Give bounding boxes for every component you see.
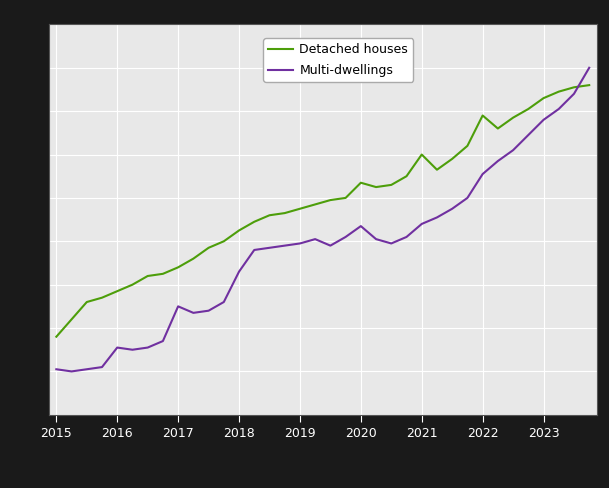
Multi-dwellings	[311, 236, 319, 242]
Detached houses	[479, 113, 486, 119]
Detached houses	[357, 180, 364, 185]
Detached houses	[174, 264, 181, 270]
Detached houses	[52, 334, 60, 340]
Multi-dwellings	[220, 299, 227, 305]
Multi-dwellings	[372, 236, 379, 242]
Detached houses	[296, 206, 303, 212]
Multi-dwellings	[235, 269, 242, 275]
Detached houses	[494, 125, 501, 131]
Line: Detached houses: Detached houses	[56, 85, 589, 337]
Detached houses	[159, 271, 166, 277]
Detached houses	[68, 316, 75, 322]
Multi-dwellings	[189, 310, 197, 316]
Multi-dwellings	[585, 65, 593, 71]
Detached houses	[448, 156, 456, 162]
Detached houses	[540, 95, 547, 101]
Multi-dwellings	[509, 147, 516, 153]
Detached houses	[326, 197, 334, 203]
Detached houses	[509, 115, 516, 121]
Detached houses	[524, 106, 532, 112]
Detached houses	[418, 152, 425, 158]
Multi-dwellings	[524, 132, 532, 138]
Multi-dwellings	[479, 171, 486, 177]
Multi-dwellings	[68, 368, 75, 374]
Detached houses	[98, 295, 106, 301]
Multi-dwellings	[403, 234, 410, 240]
Detached houses	[205, 245, 212, 251]
Detached houses	[113, 288, 121, 294]
Detached houses	[342, 195, 349, 201]
Multi-dwellings	[326, 243, 334, 248]
Detached houses	[387, 182, 395, 188]
Detached houses	[372, 184, 379, 190]
Detached houses	[220, 238, 227, 244]
Detached houses	[281, 210, 288, 216]
Detached houses	[403, 173, 410, 179]
Multi-dwellings	[144, 345, 151, 350]
Legend: Detached houses, Multi-dwellings: Detached houses, Multi-dwellings	[263, 39, 414, 82]
Multi-dwellings	[174, 304, 181, 309]
Detached houses	[266, 212, 273, 218]
Detached houses	[311, 202, 319, 207]
Detached houses	[250, 219, 258, 224]
Detached houses	[433, 167, 440, 173]
Detached houses	[189, 256, 197, 262]
Multi-dwellings	[570, 91, 577, 97]
Detached houses	[463, 143, 471, 149]
Multi-dwellings	[418, 221, 425, 227]
Detached houses	[144, 273, 151, 279]
Multi-dwellings	[555, 106, 562, 112]
Multi-dwellings	[113, 345, 121, 350]
Multi-dwellings	[250, 247, 258, 253]
Multi-dwellings	[83, 366, 90, 372]
Multi-dwellings	[342, 234, 349, 240]
Detached houses	[83, 299, 90, 305]
Multi-dwellings	[494, 158, 501, 164]
Multi-dwellings	[98, 364, 106, 370]
Multi-dwellings	[448, 206, 456, 212]
Detached houses	[570, 84, 577, 90]
Detached houses	[585, 82, 593, 88]
Multi-dwellings	[357, 223, 364, 229]
Multi-dwellings	[433, 215, 440, 221]
Multi-dwellings	[296, 241, 303, 246]
Multi-dwellings	[128, 347, 136, 353]
Multi-dwellings	[52, 366, 60, 372]
Detached houses	[128, 282, 136, 287]
Detached houses	[555, 89, 562, 95]
Multi-dwellings	[540, 117, 547, 123]
Detached houses	[235, 227, 242, 233]
Multi-dwellings	[281, 243, 288, 248]
Multi-dwellings	[266, 245, 273, 251]
Multi-dwellings	[205, 308, 212, 314]
Line: Multi-dwellings: Multi-dwellings	[56, 68, 589, 371]
Multi-dwellings	[463, 195, 471, 201]
Multi-dwellings	[159, 338, 166, 344]
Multi-dwellings	[387, 241, 395, 246]
